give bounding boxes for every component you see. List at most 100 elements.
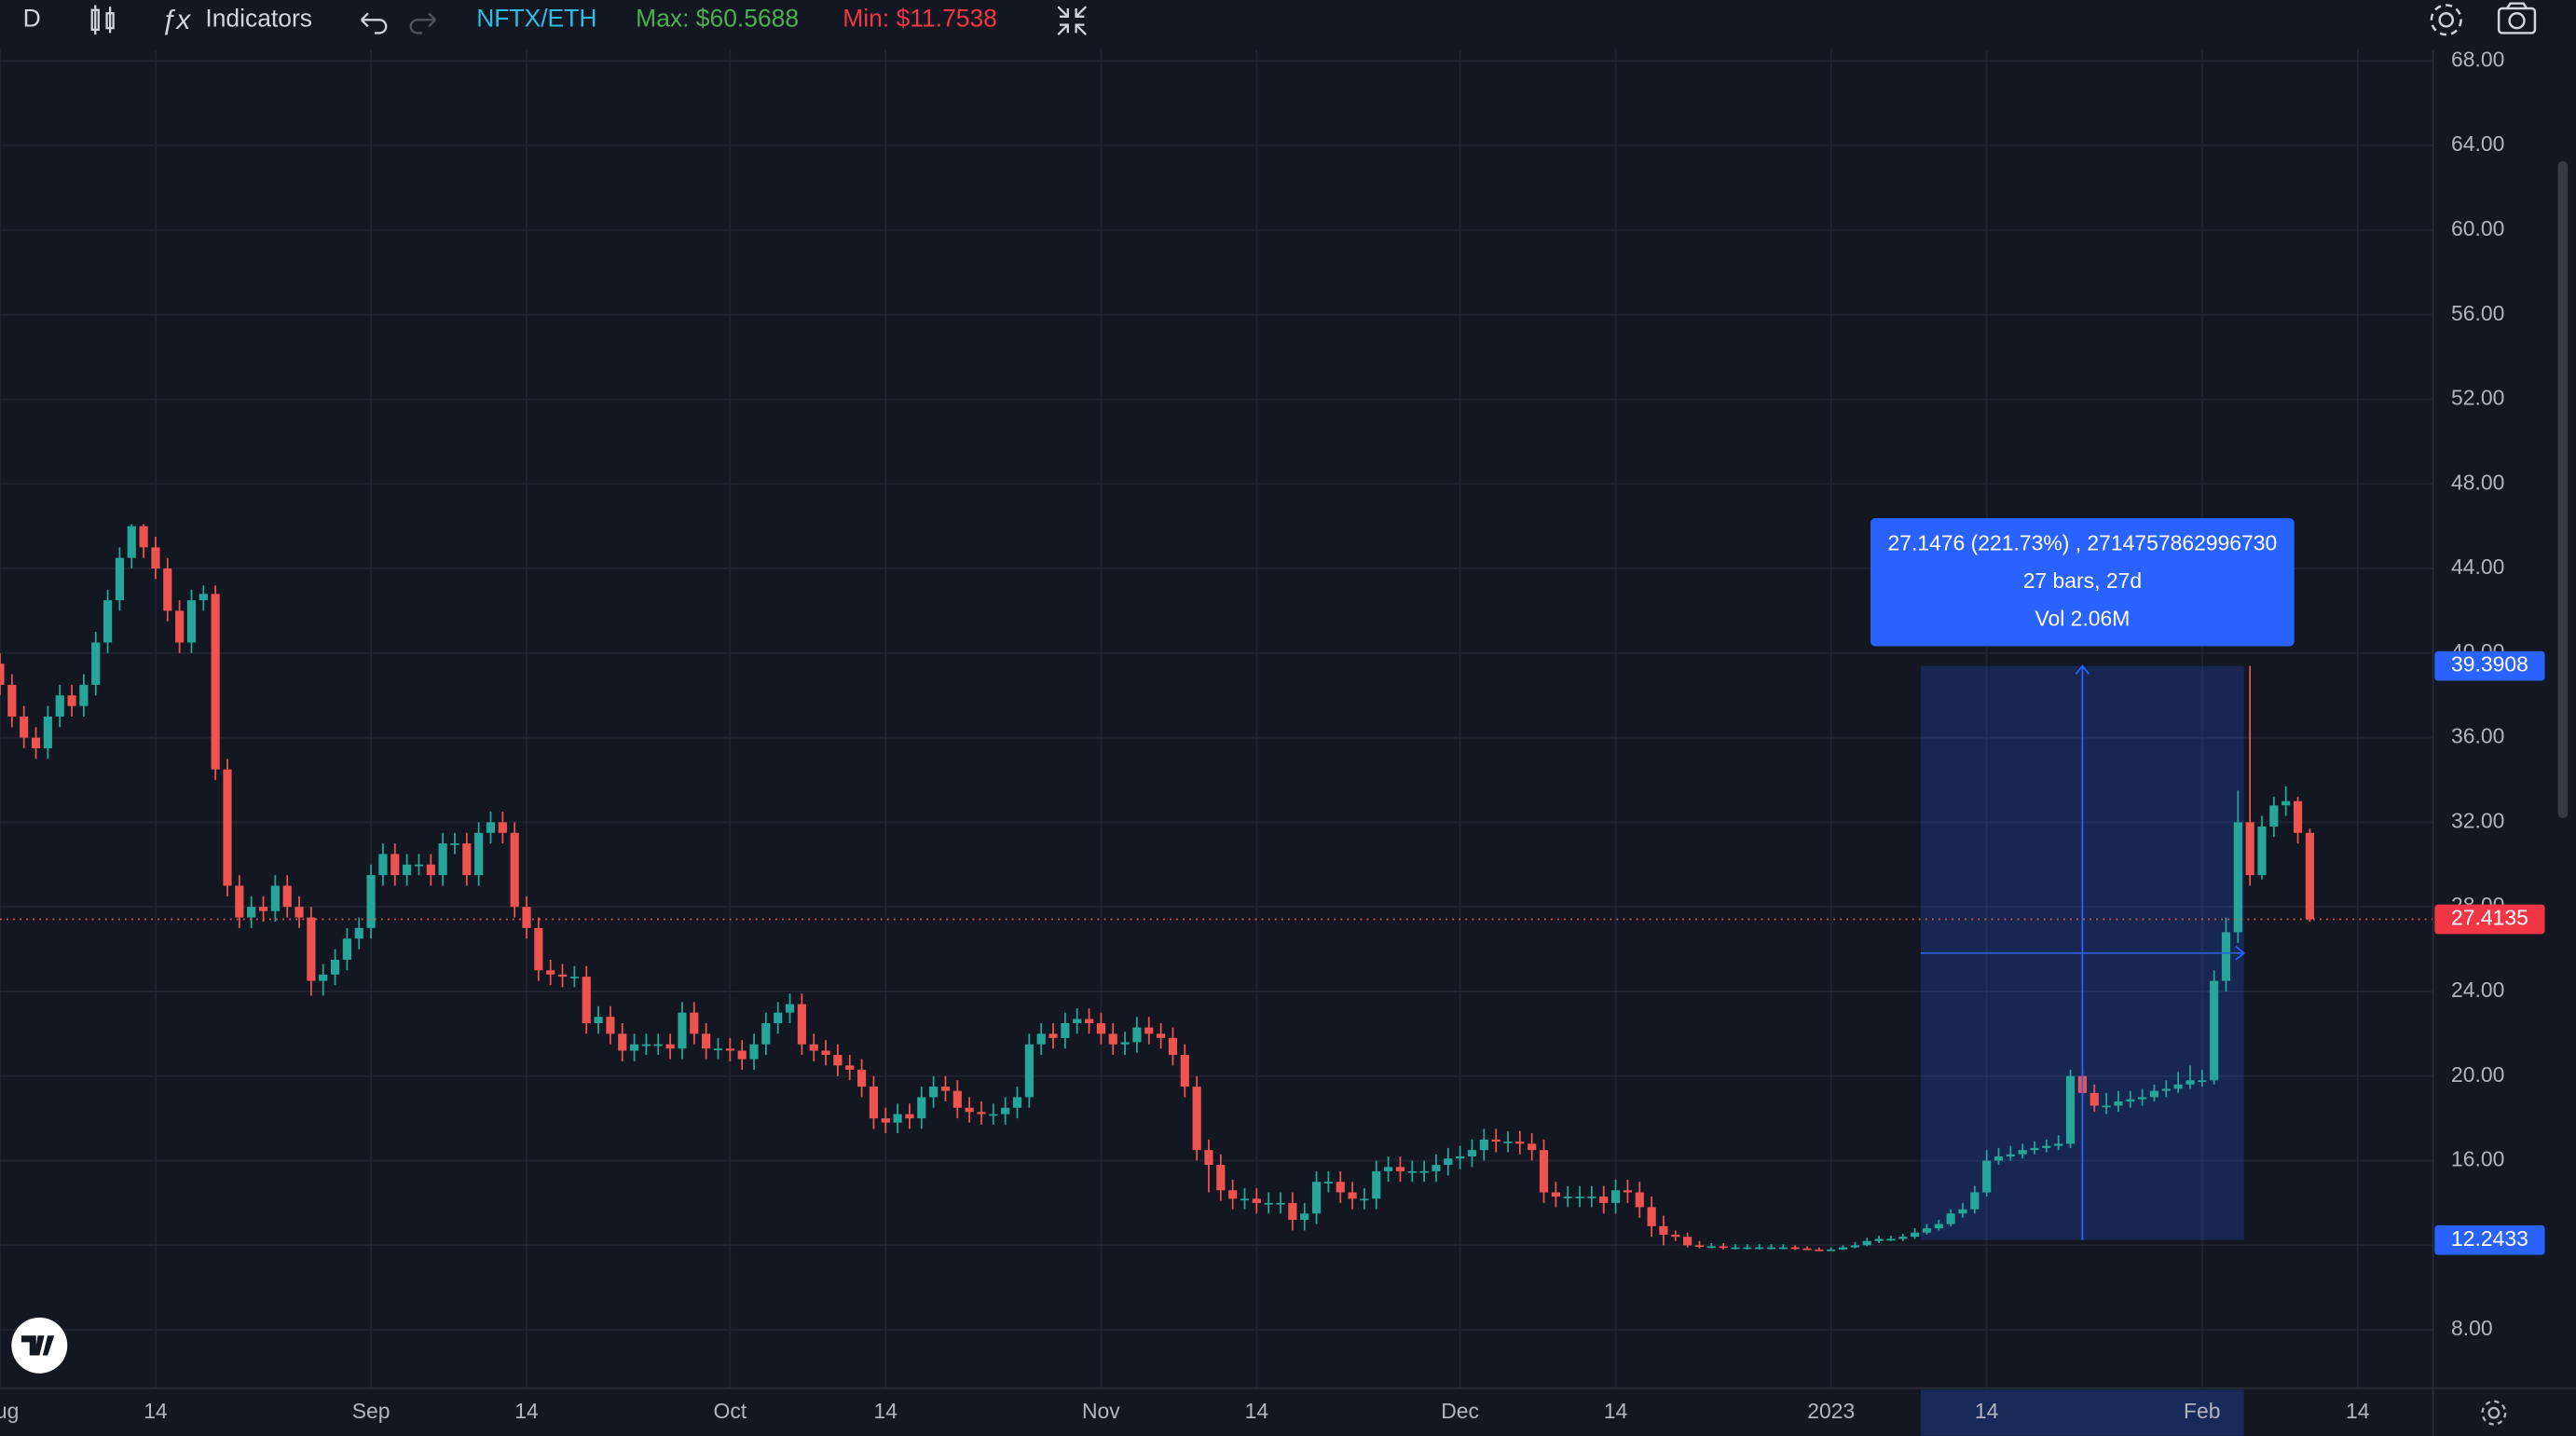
- screenshot[interactable]: [2497, 2, 2537, 34]
- candle-body: [1922, 1228, 1932, 1233]
- candle-body: [1444, 1158, 1453, 1166]
- y-tick-label: 16.00: [2451, 1147, 2504, 1171]
- candle-body: [342, 938, 351, 960]
- candle-body: [270, 885, 280, 911]
- candle-body: [450, 843, 459, 845]
- candle-body: [1934, 1224, 1943, 1229]
- candle-body: [7, 684, 17, 717]
- candle-body: [1061, 1022, 1070, 1038]
- candle-body: [186, 600, 197, 643]
- candle-body: [1911, 1232, 1920, 1238]
- max-label: Max: $60.5688: [636, 4, 799, 32]
- candle-body: [1467, 1150, 1477, 1156]
- candles: [0, 524, 2314, 1251]
- candle-body: [1587, 1197, 1596, 1198]
- candle-body: [690, 1012, 699, 1034]
- axis-settings[interactable]: [2481, 1400, 2507, 1426]
- candle-body: [20, 716, 29, 738]
- candle-body: [1563, 1197, 1572, 1198]
- candle-body: [2102, 1105, 2111, 1108]
- candle-body: [630, 1044, 639, 1051]
- candle-body: [1157, 1033, 1166, 1038]
- candle-body: [1994, 1156, 2004, 1161]
- interval[interactable]: D: [23, 4, 41, 32]
- y-tick-label: 56.00: [2451, 301, 2504, 325]
- redo[interactable]: [409, 12, 436, 34]
- candle-body: [1073, 1019, 1082, 1023]
- candle-body: [809, 1044, 818, 1051]
- candle-body: [1802, 1248, 1812, 1251]
- candle-body: [258, 907, 268, 911]
- candle-body: [989, 1114, 998, 1116]
- candle-body: [774, 1012, 783, 1023]
- candle-body: [1252, 1198, 1261, 1203]
- candle-body: [247, 907, 256, 918]
- scrollbar[interactable]: [2557, 160, 2569, 819]
- candle-body: [2030, 1147, 2039, 1151]
- candle-body: [1815, 1249, 1824, 1251]
- candle-body: [856, 1069, 867, 1087]
- fullscreen[interactable]: [1057, 6, 1087, 36]
- candle-body: [282, 885, 292, 908]
- candle-body: [917, 1097, 926, 1119]
- candle-body: [1838, 1247, 1848, 1250]
- settings[interactable]: [2430, 4, 2462, 36]
- candle-body: [1610, 1190, 1621, 1203]
- candle-body: [2305, 832, 2314, 920]
- candle-body: [1024, 1044, 1034, 1098]
- candle-body: [43, 716, 52, 748]
- candle-body: [175, 610, 185, 643]
- time-axis-highlight: [1921, 1389, 2244, 1436]
- candle-body: [1551, 1192, 1560, 1197]
- chart-type-button[interactable]: [90, 5, 115, 35]
- measure-tooltip-line: Vol 2.06M: [2035, 606, 2130, 630]
- measure-tooltip: [1870, 518, 2295, 647]
- x-tick-label: 2023: [1807, 1399, 1855, 1423]
- candle-body: [1204, 1150, 1213, 1166]
- candle-body: [1276, 1202, 1285, 1205]
- indicators-button[interactable]: Indicators: [205, 4, 312, 32]
- measure-arrow-up: [2075, 664, 2090, 676]
- min-label: Min: $11.7538: [843, 4, 997, 32]
- candle-body: [1982, 1160, 1992, 1193]
- candle-body: [977, 1112, 986, 1115]
- candle-body: [821, 1050, 830, 1056]
- candle-body: [1407, 1170, 1417, 1173]
- candle-body: [2257, 826, 2267, 876]
- x-tick-label: 14: [514, 1399, 539, 1423]
- candle-body: [1528, 1143, 1537, 1151]
- candle-body: [510, 832, 519, 908]
- candle-body: [163, 568, 172, 611]
- candle-body: [1048, 1033, 1058, 1038]
- candle-body: [2126, 1099, 2135, 1101]
- candle-body: [378, 854, 388, 876]
- y-tick-label: 48.00: [2451, 470, 2504, 494]
- candle-body: [2054, 1143, 2063, 1146]
- candle-body: [929, 1087, 939, 1098]
- candle-body: [151, 547, 160, 569]
- candle-body: [1180, 1055, 1189, 1087]
- candle-body: [940, 1087, 951, 1091]
- x-tick-label: 14: [1245, 1399, 1269, 1423]
- candle-body: [1479, 1139, 1488, 1151]
- candle-body: [761, 1022, 771, 1045]
- last-price-badge: 27.4135: [2451, 906, 2528, 930]
- candle-body: [1372, 1170, 1381, 1199]
- measure-high-badge-bg: [2434, 650, 2545, 681]
- candle-body: [2281, 800, 2291, 806]
- candle-body: [115, 557, 124, 601]
- undo[interactable]: [360, 12, 388, 34]
- candle-body: [403, 864, 412, 876]
- candle-body: [1647, 1207, 1656, 1226]
- candle-body: [2210, 980, 2219, 1081]
- candle-body: [618, 1033, 627, 1051]
- candle-body: [391, 854, 400, 876]
- candle-body: [31, 737, 41, 748]
- fx-icon[interactable]: ƒx: [161, 5, 192, 35]
- logo-mark: [21, 1335, 55, 1356]
- candle-body: [606, 1017, 615, 1034]
- x-tick-label: Sep: [352, 1399, 391, 1423]
- candle-body: [965, 1107, 974, 1113]
